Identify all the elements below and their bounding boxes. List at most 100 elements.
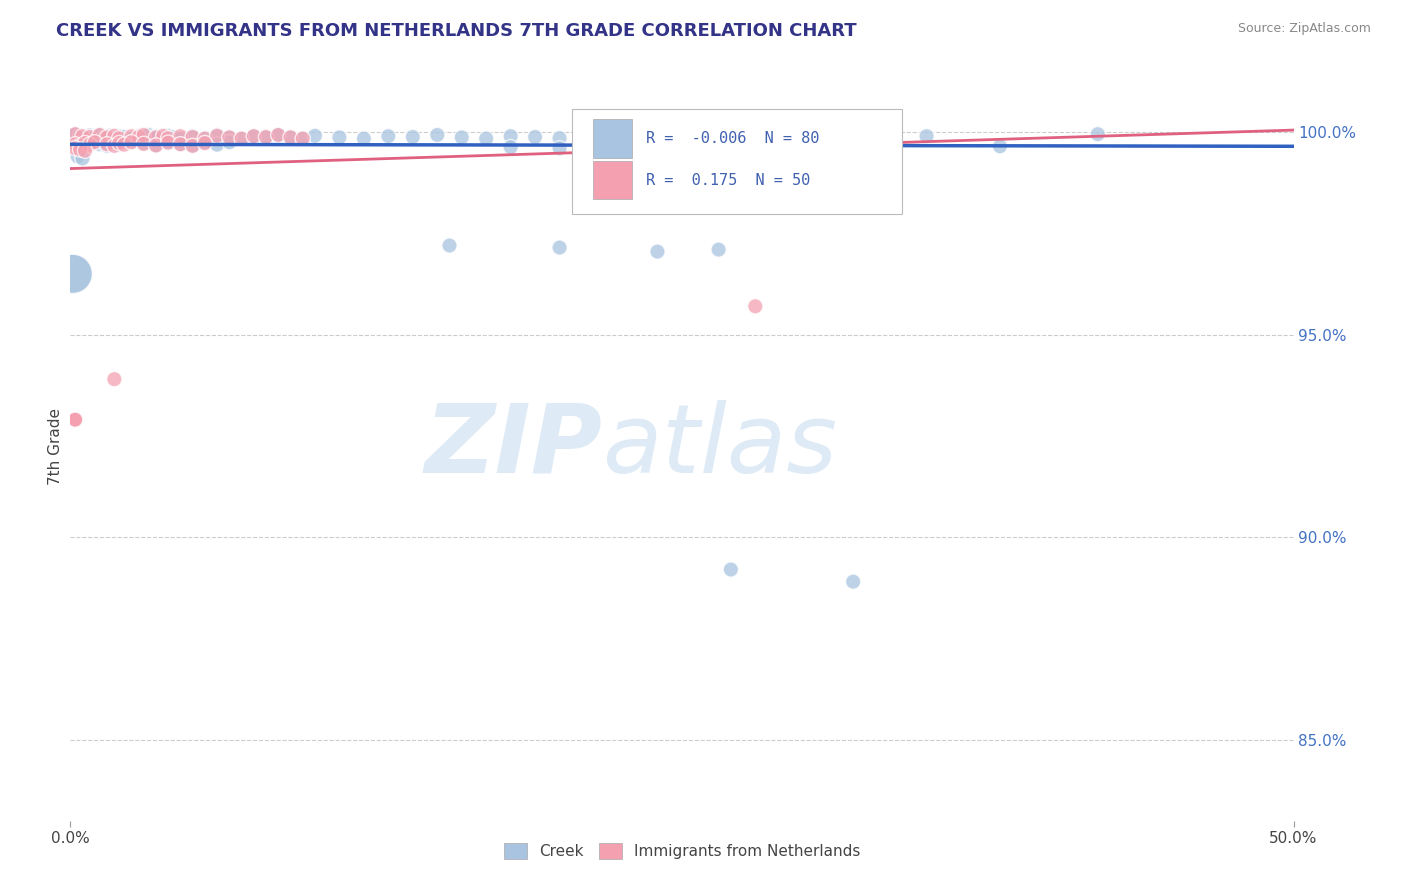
- Text: ZIP: ZIP: [425, 400, 602, 492]
- Point: [128, 130, 150, 145]
- Point: [218, 130, 240, 145]
- Point: [73, 136, 96, 150]
- Point: [194, 130, 217, 145]
- Point: [63, 412, 86, 426]
- Point: [328, 130, 350, 145]
- Point: [720, 562, 742, 576]
- Point: [69, 139, 91, 153]
- Point: [63, 412, 86, 426]
- Point: [145, 138, 167, 153]
- Point: [205, 128, 228, 142]
- Point: [63, 141, 86, 155]
- Point: [402, 130, 425, 145]
- Point: [231, 131, 253, 145]
- Point: [169, 137, 191, 152]
- Point: [157, 136, 180, 150]
- Point: [157, 128, 180, 143]
- Point: [82, 135, 104, 149]
- Point: [450, 130, 472, 145]
- Point: [426, 128, 449, 142]
- Point: [73, 144, 96, 158]
- Point: [499, 129, 522, 144]
- Point: [169, 137, 191, 152]
- Legend: Creek, Immigrants from Netherlands: Creek, Immigrants from Netherlands: [498, 838, 866, 865]
- Point: [145, 129, 167, 144]
- Point: [291, 131, 314, 145]
- Point: [103, 372, 125, 386]
- Point: [72, 152, 94, 166]
- Point: [108, 137, 131, 152]
- Point: [72, 129, 94, 144]
- Point: [1087, 127, 1109, 141]
- Point: [79, 128, 101, 143]
- Point: [121, 131, 143, 145]
- Point: [548, 241, 571, 255]
- Point: [548, 131, 571, 145]
- Point: [621, 131, 644, 145]
- Point: [988, 139, 1011, 153]
- Point: [63, 127, 86, 141]
- Point: [96, 137, 118, 152]
- Point: [548, 141, 571, 155]
- Point: [254, 130, 277, 145]
- Point: [62, 267, 84, 281]
- Point: [132, 128, 155, 142]
- Point: [63, 412, 86, 426]
- Point: [69, 143, 91, 157]
- Point: [121, 135, 143, 149]
- Point: [112, 130, 135, 145]
- Bar: [592, 120, 631, 158]
- Point: [89, 137, 111, 152]
- Point: [572, 128, 595, 143]
- Point: [720, 128, 742, 143]
- Point: [152, 128, 174, 143]
- Point: [63, 412, 86, 426]
- Point: [475, 131, 498, 145]
- Point: [121, 135, 143, 149]
- Text: R =  -0.006  N = 80: R = -0.006 N = 80: [647, 131, 820, 146]
- Text: atlas: atlas: [602, 400, 838, 492]
- Point: [103, 139, 125, 153]
- Point: [89, 128, 111, 142]
- Point: [439, 238, 461, 252]
- Point: [194, 136, 217, 150]
- Point: [89, 128, 111, 142]
- Point: [96, 139, 118, 153]
- Point: [162, 130, 184, 145]
- Point: [280, 130, 302, 145]
- Point: [69, 129, 91, 144]
- Point: [267, 128, 290, 142]
- Point: [63, 127, 86, 141]
- Point: [103, 128, 125, 143]
- Point: [132, 136, 155, 151]
- Bar: [592, 161, 631, 200]
- Point: [96, 130, 118, 145]
- Point: [93, 130, 115, 145]
- Point: [205, 128, 228, 143]
- Point: [915, 129, 938, 144]
- Point: [103, 136, 125, 150]
- Point: [169, 129, 191, 144]
- Point: [181, 130, 204, 145]
- Point: [695, 131, 717, 145]
- Point: [108, 136, 131, 150]
- Point: [194, 136, 217, 150]
- Point: [108, 129, 131, 144]
- Point: [243, 129, 266, 144]
- Point: [157, 136, 180, 150]
- Y-axis label: 7th Grade: 7th Grade: [48, 408, 63, 484]
- Point: [103, 131, 125, 145]
- Point: [377, 129, 399, 144]
- Point: [291, 131, 314, 145]
- Point: [218, 135, 240, 149]
- Point: [169, 131, 191, 145]
- Point: [63, 139, 86, 153]
- Point: [132, 136, 155, 151]
- Point: [304, 128, 326, 143]
- Point: [145, 130, 167, 145]
- Point: [121, 129, 143, 144]
- Point: [128, 128, 150, 143]
- Point: [152, 131, 174, 145]
- Text: R =  0.175  N = 50: R = 0.175 N = 50: [647, 172, 811, 187]
- Point: [598, 130, 620, 145]
